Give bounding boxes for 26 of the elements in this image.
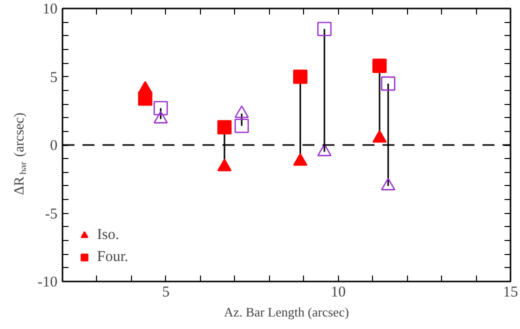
y-tick-label: 10 xyxy=(42,2,58,18)
point xyxy=(138,91,152,106)
point xyxy=(317,144,332,156)
point xyxy=(293,153,308,166)
y-tick-label: -5 xyxy=(45,206,58,222)
legend-label: Iso. xyxy=(97,226,120,244)
point xyxy=(317,22,332,36)
x-tick-label: 10 xyxy=(330,284,346,300)
point xyxy=(217,120,232,134)
point xyxy=(234,118,249,134)
point xyxy=(293,70,308,84)
point xyxy=(154,110,168,124)
x-tick-label: 5 xyxy=(162,284,170,300)
x-tick-label: 15 xyxy=(503,284,518,300)
point xyxy=(154,100,168,116)
point xyxy=(381,76,396,91)
point xyxy=(372,58,387,73)
x-axis-title: Az. Bar Length (arcsec) xyxy=(224,304,349,320)
point xyxy=(372,130,387,143)
point xyxy=(234,105,249,118)
y-tick-label: 0 xyxy=(50,138,58,154)
y-tick-label: 5 xyxy=(50,70,58,86)
y-tick-label: -10 xyxy=(38,274,58,290)
legend-label: Four. xyxy=(97,248,128,266)
point xyxy=(381,178,396,190)
point xyxy=(217,158,232,172)
